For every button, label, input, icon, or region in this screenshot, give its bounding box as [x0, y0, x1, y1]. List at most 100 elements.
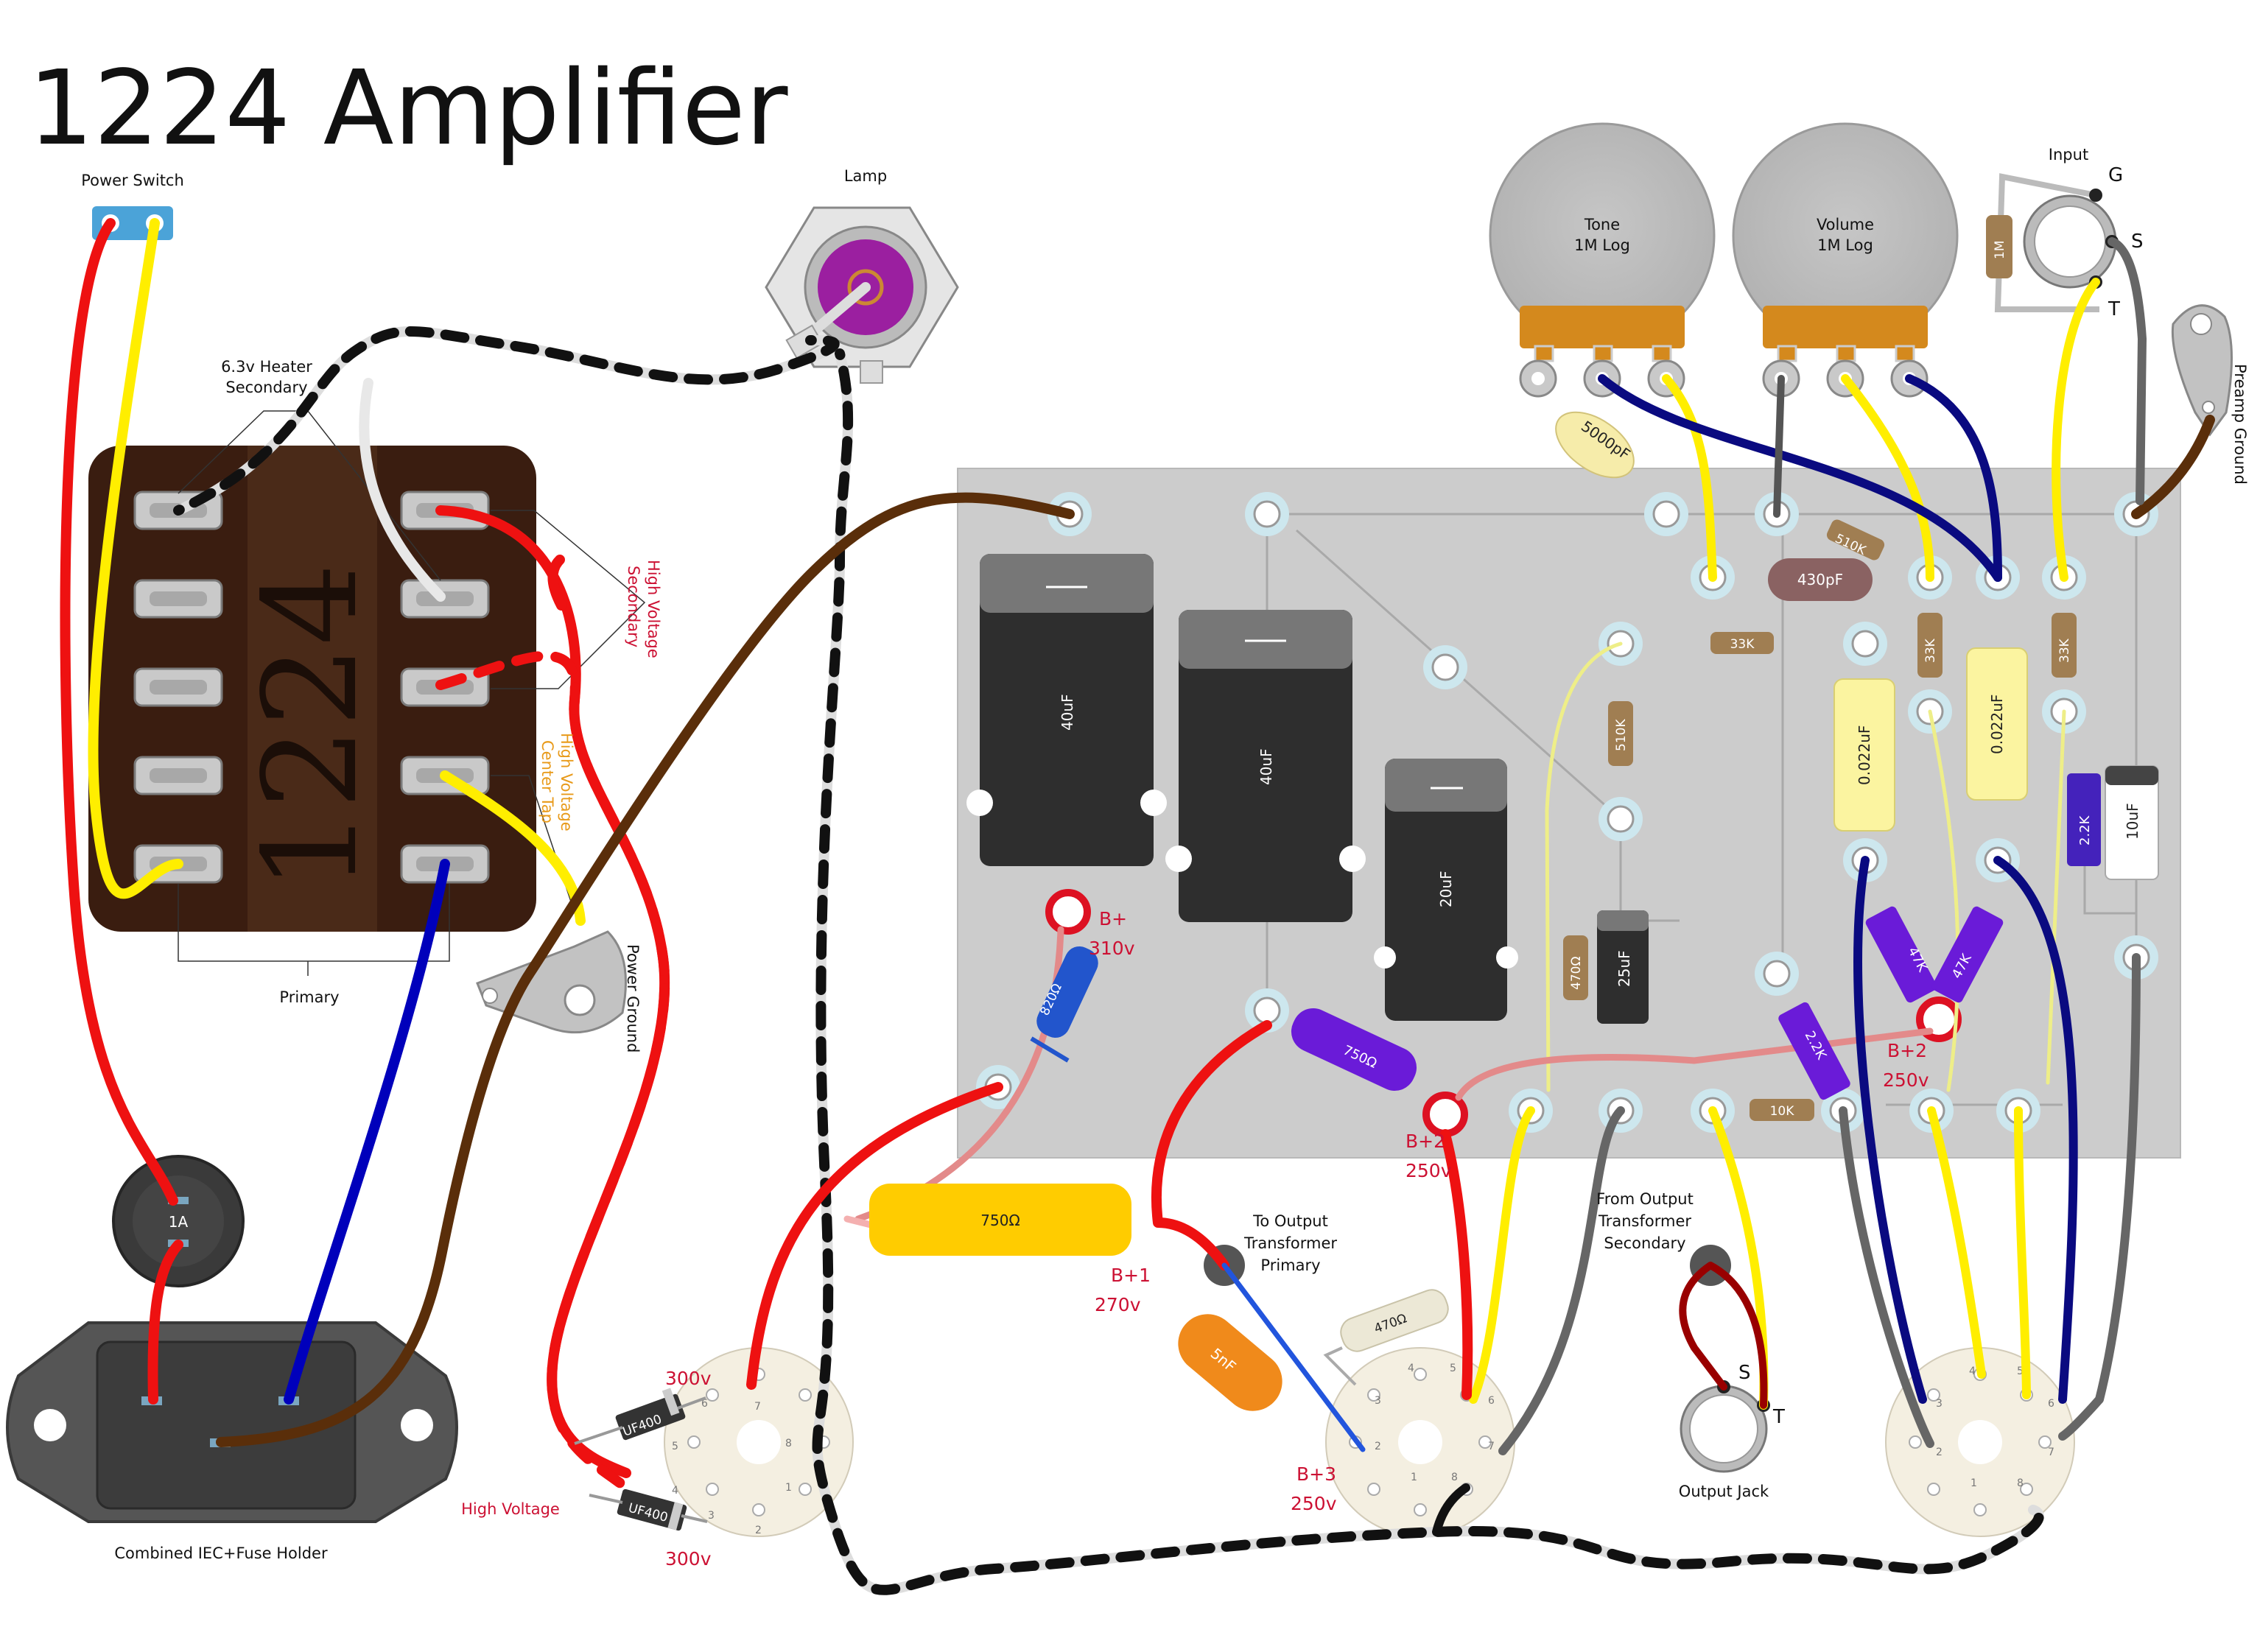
to-ot-label: Transformer: [1243, 1234, 1337, 1252]
cap-0022uf-b-label: 0.022uF: [1988, 695, 2006, 754]
cap-5000pf: [1555, 411, 1635, 479]
turret: [1245, 988, 1289, 1033]
pin-number: 2: [755, 1525, 762, 1536]
board-link: [1455, 1027, 1934, 1101]
iec-fuse-label: Combined IEC+Fuse Holder: [114, 1544, 328, 1562]
heater-twisted-pair: [173, 326, 2044, 1595]
b3-name: B+3: [1296, 1463, 1336, 1485]
b2-name: B+2: [1406, 1131, 1445, 1152]
hv-twisted-pair: [435, 505, 670, 1493]
resistor-470-v: [1563, 935, 1588, 1000]
resistor-33k-b-label: 33K: [2057, 638, 2072, 663]
to-ot-label: Primary: [1260, 1256, 1320, 1274]
wire-navy: [1993, 856, 2078, 1404]
wire-yellow: [1927, 1106, 1986, 1379]
wire-red: [147, 1240, 183, 1405]
preamp-ground-lug: [2171, 304, 2233, 437]
resistor-510k-top: [1826, 519, 1885, 560]
input-jack-t: T: [2108, 298, 2120, 320]
pin-number: 7: [2048, 1447, 2054, 1458]
pin-number: 3: [1375, 1395, 1381, 1407]
power-transformer: 1224: [88, 446, 536, 932]
pin-number: 2: [1375, 1441, 1381, 1452]
lamp-label: Lamp: [844, 167, 887, 185]
b1-name: B+1: [1111, 1265, 1151, 1286]
pin-number: 4: [1408, 1363, 1414, 1374]
wire-red: [1440, 1129, 1473, 1400]
from-ot-label: Transformer: [1598, 1212, 1691, 1230]
wire-yellow: [1841, 374, 1934, 582]
resistor-33k-b: [2052, 613, 2077, 678]
output-jack-label: Output Jack: [1679, 1483, 1769, 1500]
wire-brown: [2131, 415, 2215, 519]
board-link: [1545, 642, 1623, 1092]
resistor-820: [1030, 946, 1098, 1063]
turret: [1423, 645, 1467, 689]
pin-number: 8: [1451, 1472, 1458, 1483]
pin-number: 4: [672, 1485, 678, 1497]
wire-red: [746, 1082, 1003, 1390]
wire-red: [60, 218, 178, 1206]
pin-number: 6: [2048, 1398, 2054, 1410]
input-jack-s: S: [2131, 231, 2144, 253]
wire-brown: [216, 492, 1075, 1447]
resistor-470-v-label: 470Ω: [1569, 957, 1584, 990]
cap-10uf-label: 10uF: [2124, 803, 2141, 840]
output-jack[interactable]: [1680, 1380, 1770, 1473]
b2b-name: B+2: [1887, 1040, 1927, 1061]
hv-center-tap-label: Center Tap: [538, 740, 556, 823]
resistor-10k: [1750, 1099, 1814, 1121]
filter-cap-20uf-label: 20uF: [1437, 871, 1455, 907]
input-jack[interactable]: [1994, 173, 2119, 312]
volume-pot-value: 1M Log: [1817, 236, 1873, 254]
wire-darkred: [1679, 1262, 1768, 1409]
turret: [1599, 797, 1643, 841]
hv-secondary-label: High Voltage: [645, 560, 662, 658]
high-voltage-label: High Voltage: [461, 1500, 560, 1518]
lamp: [765, 206, 959, 384]
b2-voltage: 250v: [1406, 1160, 1452, 1181]
wire-gray: [1498, 1106, 1625, 1455]
power-ground-label: Power Ground: [624, 944, 642, 1052]
resistor-33k-mid: [1710, 632, 1774, 654]
pin-number: 3: [708, 1510, 715, 1522]
cap-0022uf-a-label: 0.022uF: [1856, 725, 1873, 785]
resistor-750-big: [869, 1184, 1131, 1256]
heater-secondary-label: Secondary: [225, 379, 307, 396]
hv-center-tap-label: High Voltage: [558, 733, 575, 832]
resistor-510k-v: [1608, 701, 1633, 766]
resistor-2-2k-a-label: 2.2K: [2077, 815, 2093, 846]
resistor-47k-a: [1865, 906, 1937, 1003]
tone-pot-name: Tone: [1584, 216, 1620, 233]
volume-pot[interactable]: [1732, 122, 1959, 398]
bplus-name: B+: [1099, 908, 1127, 929]
board-link: [2046, 709, 2066, 1085]
diode-1: [574, 1388, 706, 1445]
bplus-voltage: 310v: [1089, 938, 1135, 959]
from-ot-label: Secondary: [1604, 1234, 1685, 1252]
resistor-750-big-label: 750Ω: [980, 1212, 1020, 1229]
b1-voltage: 270v: [1095, 1294, 1141, 1315]
pin-number: 8: [2017, 1477, 2024, 1489]
turret: [1755, 952, 1799, 996]
volume-pot-name: Volume: [1817, 216, 1874, 233]
resistor-1m: [1986, 215, 2012, 278]
b2b-voltage: 250v: [1883, 1069, 1929, 1091]
cap-430pf-label: 430pF: [1797, 571, 1843, 588]
input-jack-g: G: [2108, 164, 2123, 186]
wire-blue: [1221, 1262, 1366, 1452]
pin-number: 6: [701, 1398, 708, 1410]
pin-number: 3: [1936, 1398, 1943, 1410]
voltage-node-b2: [1422, 1092, 1468, 1137]
wire-red: [1151, 1020, 1272, 1270]
pin-number: 2: [1936, 1447, 1943, 1458]
b3-voltage: 250v: [1291, 1493, 1337, 1514]
output-jack-t: T: [1772, 1406, 1785, 1428]
cap-430pf: [1768, 558, 1873, 601]
pot-lug: [1519, 359, 1557, 398]
turret: [1843, 622, 1887, 666]
cap-10uf: [2105, 765, 2159, 880]
tone-pot[interactable]: [1489, 122, 1716, 398]
filter-cap-40uf-b-label: 40uF: [1257, 748, 1275, 785]
